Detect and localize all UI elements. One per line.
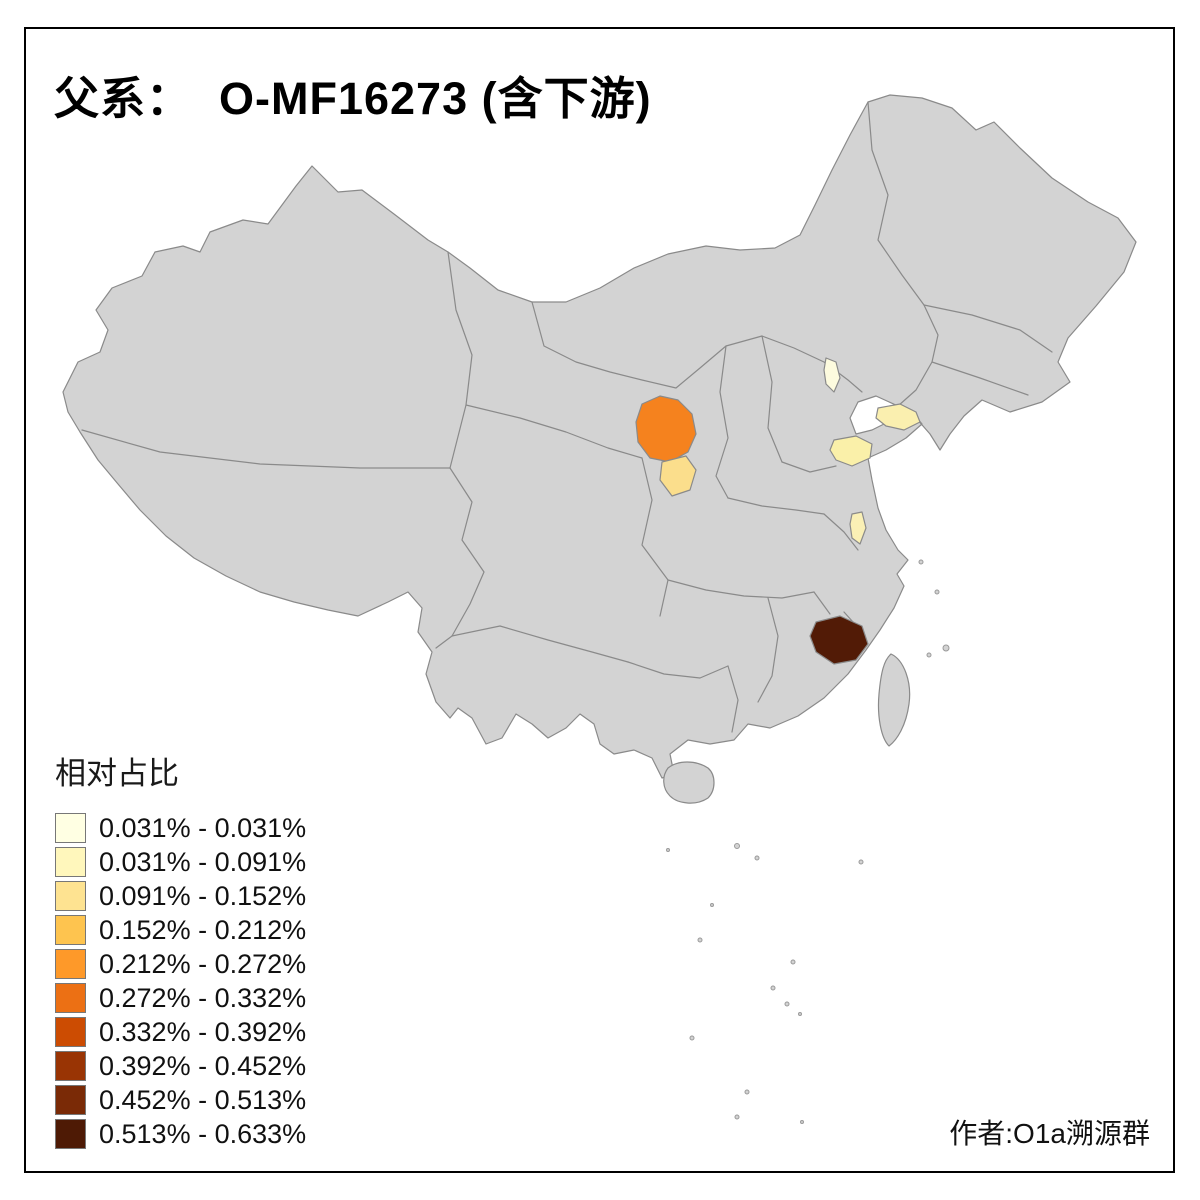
legend-label: 0.091% - 0.152% <box>99 880 307 911</box>
author-credit: 作者:O1a溯源群 <box>949 1118 1150 1149</box>
islet <box>800 1120 804 1124</box>
islet <box>734 1114 740 1120</box>
legend-swatch <box>55 949 86 979</box>
islet <box>784 1001 790 1007</box>
province-border-line <box>715 345 729 499</box>
legend-label: 0.332% - 0.392% <box>99 1016 307 1047</box>
highlight-region <box>829 435 873 467</box>
province-border-line <box>931 361 1029 396</box>
islet <box>926 652 932 658</box>
islet <box>710 903 714 907</box>
legend-row: 0.392% - 0.452% <box>55 1049 385 1083</box>
legend-swatch <box>55 1119 86 1149</box>
islet <box>798 1012 802 1016</box>
hainan-island <box>663 761 715 804</box>
china-map-group <box>62 94 1137 1124</box>
province-border-line <box>923 304 1053 353</box>
plot-frame <box>24 27 1175 1173</box>
south-sea-islets <box>666 559 950 1124</box>
legend-label: 0.392% - 0.452% <box>99 1050 307 1081</box>
legend-swatch <box>55 915 86 945</box>
province-border-lines <box>81 101 1053 733</box>
highlight-region <box>809 615 869 665</box>
islet <box>918 559 924 565</box>
legend-label: 0.031% - 0.031% <box>99 812 307 843</box>
legend-row: 0.091% - 0.152% <box>55 879 385 913</box>
province-border-line <box>451 625 629 663</box>
legend-swatch <box>55 847 86 877</box>
legend-label: 0.212% - 0.272% <box>99 948 307 979</box>
province-border-line <box>641 457 669 617</box>
legend: 相对占比 0.031% - 0.031% 0.031% - 0.091% 0.0… <box>55 748 385 1151</box>
legend-swatch <box>55 813 86 843</box>
legend-title: 相对占比 <box>55 756 179 791</box>
legend-swatch <box>55 881 86 911</box>
islet <box>666 848 670 852</box>
islet <box>697 937 703 943</box>
legend-swatch <box>55 1085 86 1115</box>
taiwan-island <box>877 653 911 747</box>
province-border-line <box>667 579 815 599</box>
highlight-region <box>635 395 697 463</box>
islet <box>734 843 740 849</box>
legend-row: 0.272% - 0.332% <box>55 981 385 1015</box>
province-border-line <box>823 513 859 551</box>
highlight-region <box>875 403 921 431</box>
page-title: 父系： O-MF16273 (含下游) <box>54 73 652 124</box>
province-border-line <box>465 404 643 459</box>
highlight-region <box>849 511 867 545</box>
islet <box>744 1089 750 1095</box>
province-border-line <box>447 251 473 469</box>
legend-row: 0.332% - 0.392% <box>55 1015 385 1049</box>
highlight-region <box>659 455 697 497</box>
legend-row: 0.513% - 0.633% <box>55 1117 385 1151</box>
province-border-line <box>781 461 837 473</box>
province-border-line <box>81 429 451 469</box>
legend-row: 0.031% - 0.091% <box>55 845 385 879</box>
legend-row: 0.212% - 0.272% <box>55 947 385 981</box>
mainland-shape <box>62 94 1137 779</box>
province-border-line <box>627 661 729 679</box>
province-border-line <box>867 101 939 407</box>
province-border-line <box>813 591 831 615</box>
province-border-line <box>727 665 739 733</box>
legend-label: 0.272% - 0.332% <box>99 982 307 1013</box>
province-border-line <box>531 301 863 393</box>
islet <box>770 985 776 991</box>
islet <box>934 589 940 595</box>
legend-swatch <box>55 1017 86 1047</box>
legend-label: 0.152% - 0.212% <box>99 914 307 945</box>
legend-label: 0.031% - 0.091% <box>99 846 307 877</box>
legend-row: 0.031% - 0.031% <box>55 811 385 845</box>
islet <box>689 1035 695 1041</box>
legend-label: 0.452% - 0.513% <box>99 1084 307 1115</box>
province-border-line <box>761 335 783 463</box>
islet <box>942 644 950 652</box>
legend-row: 0.452% - 0.513% <box>55 1083 385 1117</box>
islet <box>754 855 760 861</box>
legend-label: 0.513% - 0.633% <box>99 1118 307 1149</box>
legend-row: 0.152% - 0.212% <box>55 913 385 947</box>
province-border-line <box>727 497 825 515</box>
islet <box>858 859 864 865</box>
province-border-line <box>757 597 779 703</box>
highlight-region <box>823 357 841 393</box>
legend-swatch <box>55 983 86 1013</box>
islet <box>790 959 796 965</box>
legend-swatch <box>55 1051 86 1081</box>
